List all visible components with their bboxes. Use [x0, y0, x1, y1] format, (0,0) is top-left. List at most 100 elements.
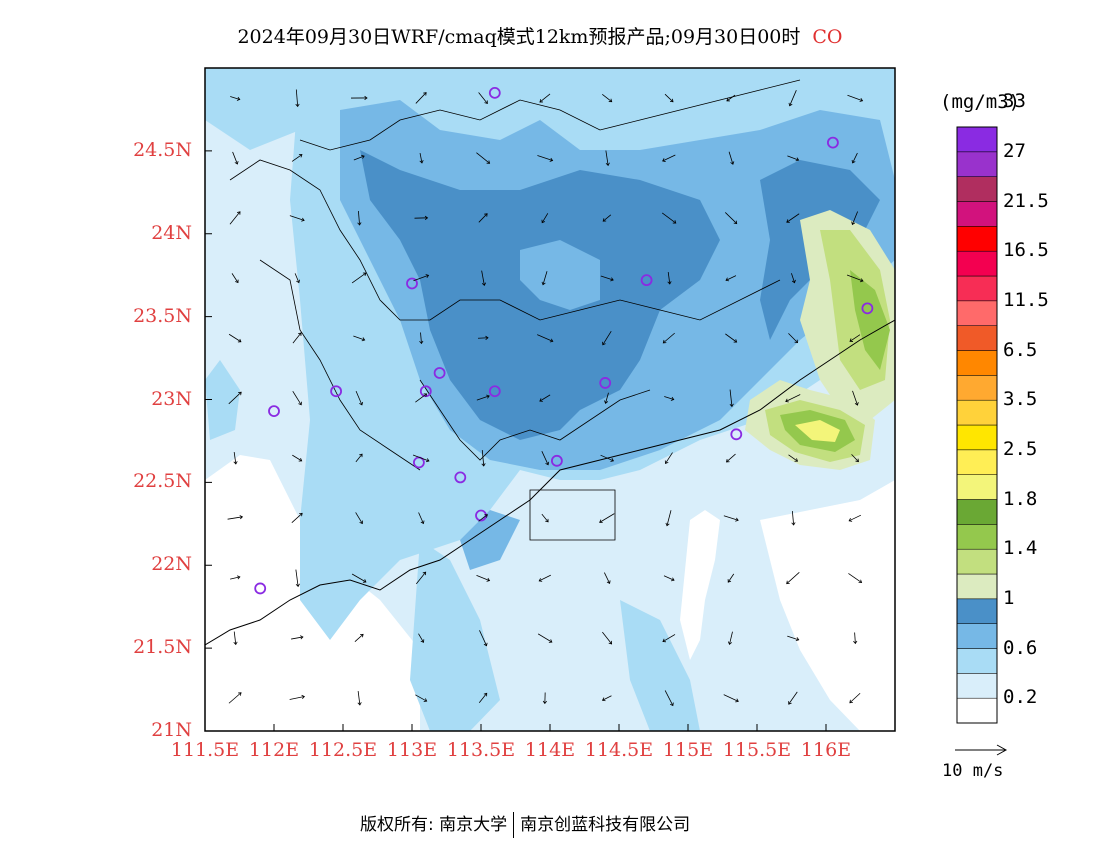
wind-arrow	[353, 335, 366, 342]
wind-arrow	[664, 93, 674, 103]
species-label: CO	[812, 26, 843, 48]
wind-reference-label: 10 m/s	[942, 761, 1004, 781]
colorbar-label: 11.5	[1003, 288, 1049, 311]
monitoring-station-marker	[268, 405, 280, 418]
wind-arrow	[357, 691, 362, 706]
colorbar-segment	[956, 623, 998, 649]
wind-arrow	[228, 692, 242, 704]
wind-arrow	[233, 631, 238, 646]
colorbar-segment	[956, 449, 998, 475]
monitoring-station-marker	[454, 471, 467, 484]
wind-arrow	[478, 514, 488, 522]
wind-arrow	[785, 394, 801, 403]
colorbar-unit: (mg/m3)	[940, 91, 1021, 113]
monitoring-station-marker	[730, 428, 743, 441]
wind-arrow	[538, 574, 551, 582]
wind-arrow	[478, 92, 488, 104]
colorbar-segment	[956, 250, 998, 277]
wind-arrow	[481, 449, 486, 467]
colorbar-segment	[956, 524, 998, 550]
wind-arrow	[791, 510, 796, 526]
wind-arrow	[599, 513, 615, 524]
wind-arrow	[351, 573, 367, 583]
colorbar-segment	[956, 300, 998, 326]
wind-arrow	[355, 390, 364, 406]
wind-arrow	[414, 215, 429, 220]
colorbar-label: 6.5	[1003, 338, 1038, 361]
wind-arrow	[412, 454, 430, 463]
colorbar-segment	[956, 201, 998, 227]
monitoring-station-marker	[551, 454, 563, 467]
wind-arrow	[478, 213, 488, 223]
wind-arrow	[723, 515, 739, 522]
wind-arrow	[725, 453, 736, 463]
colorbar-label: 21.5	[1003, 189, 1049, 212]
wind-arrow	[539, 93, 551, 103]
wind-arrow	[725, 212, 738, 225]
wind-arrow	[788, 333, 799, 344]
wind-arrow	[665, 510, 672, 527]
monitoring-station-marker	[254, 582, 267, 595]
wind-arrow	[295, 89, 300, 108]
lat-tick-label: 23N	[151, 387, 192, 410]
wind-arrow	[661, 212, 677, 224]
wind-arrow	[542, 692, 547, 705]
wind-arrow	[291, 154, 303, 162]
lat-tick-label: 24N	[151, 221, 192, 244]
wind-arrow	[415, 92, 427, 104]
wind-arrow	[723, 694, 739, 703]
wind-arrow	[539, 394, 551, 402]
lat-tick-label: 21N	[151, 719, 192, 741]
wind-arrow	[663, 575, 675, 582]
colorbar-segment	[956, 648, 998, 674]
wind-arrow	[227, 515, 244, 520]
colorbar-label: 1.8	[1003, 487, 1038, 510]
colorbar-segment	[956, 474, 998, 500]
wind-arrow	[537, 334, 554, 343]
wind-arrow	[786, 572, 800, 585]
wind-arrow	[602, 330, 612, 346]
wind-arrow	[602, 94, 613, 103]
wind-arrow	[416, 571, 427, 585]
colorbar-label: 33	[1003, 90, 1026, 113]
wind-arrow	[481, 270, 487, 287]
concentration-field	[205, 68, 895, 731]
wind-arrow	[725, 275, 737, 282]
colorbar-segment	[956, 325, 998, 351]
colorbar-segment	[956, 548, 998, 575]
wind-arrow	[476, 152, 491, 164]
title-text: 2024年09月30日WRF/cmaq模式12km预报产品;09月30日00时	[237, 26, 801, 48]
wind-arrow	[662, 154, 676, 162]
colorbar-segment	[956, 673, 998, 699]
wind-arrow	[292, 454, 303, 462]
wind-arrow	[728, 151, 735, 165]
wind-arrow	[541, 271, 548, 286]
monitoring-station-marker	[406, 277, 418, 290]
wind-arrow	[849, 692, 861, 704]
wind-arrow	[230, 575, 241, 580]
monitoring-station-marker	[433, 367, 446, 379]
wind-arrow	[851, 152, 858, 164]
lon-tick-label: 115.5E	[722, 739, 792, 761]
wind-arrow	[600, 454, 615, 462]
wind-arrow	[289, 694, 306, 700]
wind-arrow	[350, 95, 368, 101]
wind-arrow	[228, 391, 242, 405]
wind-arrow	[231, 273, 239, 284]
colorbar-segment	[956, 151, 998, 177]
page-title: 2024年09月30日WRF/cmaq模式12km预报产品;09月30日00时 C…	[0, 22, 1080, 49]
wind-arrow	[662, 634, 676, 643]
wind-arrow	[662, 332, 675, 344]
lat-tick-label: 23.5N	[133, 304, 192, 327]
wind-arrow	[849, 334, 861, 342]
lat-tick-label: 21.5N	[133, 636, 192, 659]
wind-arrow	[415, 393, 428, 403]
colorbar-segment	[956, 573, 998, 600]
wind-arrow	[667, 271, 672, 285]
wind-arrow	[233, 452, 238, 465]
wind-arrow	[851, 454, 859, 463]
wind-arrow	[291, 512, 303, 524]
colorbar-segment	[956, 399, 998, 426]
colorbar-segment	[956, 598, 998, 624]
